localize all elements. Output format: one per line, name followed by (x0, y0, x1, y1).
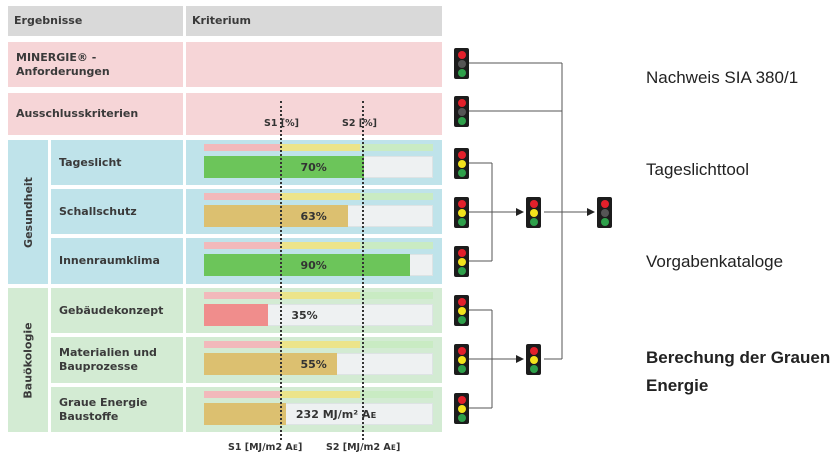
criterion-value: 232 MJ/m² Aᴇ (295, 407, 377, 421)
label-tageslichttool: Tageslichttool (646, 160, 750, 179)
s2-threshold-line (362, 101, 364, 440)
criterion-bar: 70% (204, 156, 433, 178)
criterion-value: 35% (291, 308, 318, 322)
criterion-bar: 63% (204, 205, 433, 227)
row-minergie-criterion (186, 42, 442, 87)
criterion-bar-fill (204, 156, 365, 178)
criterion-bar-fill (204, 205, 349, 227)
header-kriterium: Kriterium (186, 6, 442, 36)
criterion-label: Schallschutz (51, 189, 183, 234)
s2-bottom-label: S2 [MJ/m2 Aᴇ] (326, 442, 401, 453)
label-nachweis: Nachweis SIA 380/1 (646, 68, 799, 87)
row-ausschluss-label: Ausschlusskriterien (8, 93, 183, 135)
criterion-value: 55% (300, 357, 327, 371)
label-graue-energie: Berechung der Grauen Energie (646, 348, 831, 395)
threshold-stripe (204, 193, 433, 200)
s1-bottom-label: S1 [MJ/m2 Aᴇ] (228, 442, 303, 453)
traffic-light-icon (526, 197, 541, 228)
criterion-bar-fill (204, 254, 411, 276)
criterion-value: 63% (300, 209, 327, 223)
criterion-value: 90% (300, 258, 327, 272)
traffic-light-icon (454, 246, 469, 277)
criterion-bar: 35% (204, 304, 433, 326)
traffic-light-icon (454, 393, 469, 424)
criterion-bar: 232 MJ/m² Aᴇ (204, 403, 433, 425)
traffic-light-icon (454, 148, 469, 179)
traffic-light-icon (454, 48, 469, 79)
criterion-label: Innenraumklima (51, 238, 183, 284)
criterion-label: Graue Energie Baustoffe (51, 387, 183, 432)
group-bauokologie: Bauökologie (8, 288, 48, 432)
group-gesundheit: Gesundheit (8, 140, 48, 284)
s1-threshold-line (280, 101, 282, 440)
threshold-stripe (204, 292, 433, 299)
criterion-bar-fill (204, 304, 269, 326)
header-ergebnisse: Ergebnisse (8, 6, 183, 36)
threshold-stripe (204, 341, 433, 348)
row-minergie-label: MINERGIE® - Anforderungen (8, 42, 183, 87)
criterion-label: Tageslicht (51, 140, 183, 185)
threshold-stripe (204, 391, 433, 398)
criterion-label: Gebäudekonzept (51, 288, 183, 333)
criterion-bar-fill (204, 353, 337, 375)
traffic-light-icon (526, 344, 541, 375)
traffic-light-icon (454, 295, 469, 326)
criterion-bar: 90% (204, 254, 433, 276)
s2-top-label: S2 [%] (342, 118, 377, 129)
criterion-value: 70% (300, 160, 327, 174)
traffic-light-icon (454, 96, 469, 127)
traffic-light-icon (454, 344, 469, 375)
criterion-label: Materialien und Bauprozesse (51, 337, 183, 383)
traffic-light-icon (454, 197, 469, 228)
threshold-stripe (204, 144, 433, 151)
threshold-stripe (204, 242, 433, 249)
row-ausschluss-criterion (186, 93, 442, 135)
s1-top-label: S1 [%] (264, 118, 299, 129)
traffic-light-icon (597, 197, 612, 228)
criterion-bar-fill (204, 403, 287, 425)
criterion-bar: 55% (204, 353, 433, 375)
label-vorgabenkataloge: Vorgabenkataloge (646, 252, 784, 271)
